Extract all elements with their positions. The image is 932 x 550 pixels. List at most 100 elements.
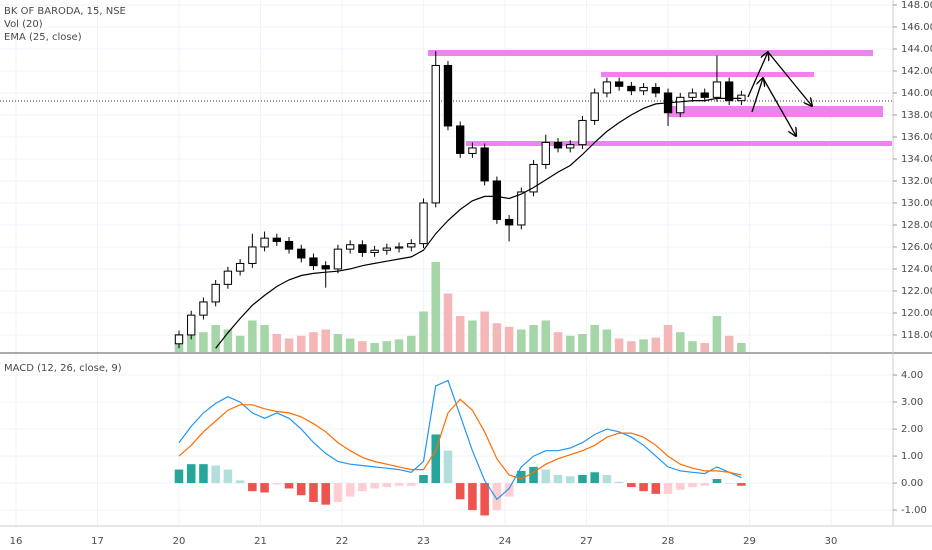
x-tick-label: 22 [336,536,349,547]
volume-bar [602,329,612,352]
volume-bar [455,316,465,352]
histogram-bar [541,469,551,484]
volume-bar [639,339,648,352]
candle-body [333,248,343,270]
volume-bar [614,338,624,352]
volume-bar [260,325,269,352]
candle-body [529,163,538,193]
histogram-bar [480,483,489,516]
histogram-bar [639,483,648,492]
histogram-bar [345,483,355,497]
y-tick-label: 2.00 [901,424,923,435]
x-tick-label: 30 [825,536,838,547]
volume-bar [321,329,330,352]
candle-body [321,265,330,270]
volume-bar [370,343,379,352]
candle-body [725,81,734,102]
candle-body [419,202,428,245]
volume-bar [394,339,404,352]
y-tick-label: 132.00 [901,176,932,187]
histogram-bar [578,474,587,484]
volume-bar [358,341,367,352]
arrow [762,77,796,136]
volume-bar [712,316,722,352]
ema-legend: EMA (25, close) [4,32,82,43]
y-tick-label: 144.00 [901,44,932,55]
volume-bar [504,326,514,352]
volume-bar [737,343,746,352]
y-tick-label: 128.00 [901,220,932,231]
volume-bar [296,335,306,352]
histogram-bar [443,450,453,484]
histogram-bar [296,483,306,496]
volume-bar [284,338,294,352]
histogram-bar [700,483,709,486]
volume-bar [431,262,441,352]
candle-body [553,141,563,149]
y-tick-label: 3.00 [901,397,923,408]
zone [466,141,892,146]
volume-bar [443,293,453,352]
candle-body [431,64,440,204]
histogram-bar [504,483,514,497]
candle-body [480,147,489,182]
candle-body [541,141,550,165]
histogram-bar [309,483,318,502]
y-tick-label: 138.00 [901,110,932,121]
candle-body [517,191,526,226]
candle-body [370,249,379,253]
volume-bar [565,335,575,352]
volume-layer [174,262,746,352]
arrow [767,51,812,106]
y-tick-label: 126.00 [901,242,932,253]
candle-body [358,244,367,253]
y-tick-label: 0.00 [901,478,923,489]
grid [0,0,893,526]
histogram-bar [382,483,392,488]
histogram-bar [627,483,636,488]
volume-bar [333,334,343,352]
volume-bar [529,325,538,352]
histogram-bar [565,476,575,484]
histogram-bar [663,483,673,494]
candle-body [394,246,404,249]
candle-body [199,301,208,316]
histogram-bar [553,474,563,484]
y-tick-label: 124.00 [901,264,932,275]
histogram-bar [517,470,526,484]
candle-body [639,86,648,92]
volume-legend: Vol (20) [4,19,43,30]
y-tick-label: 1.00 [901,451,923,462]
histogram-bar [394,483,404,486]
histogram-bar [186,464,196,484]
volume-bar [186,326,196,352]
x-tick-label: 27 [580,536,593,547]
histogram-bar [199,464,208,484]
histogram-bar [248,483,257,492]
candle-body [297,248,306,259]
arrow [747,52,768,98]
volume-bar [651,337,661,352]
histogram-bar [492,483,502,511]
volume-bar [407,335,416,352]
x-tick-label: 29 [743,536,756,547]
y-tick-label: 120.00 [901,308,932,319]
volume-bar [235,335,245,352]
drawings [428,50,892,146]
volume-bar [663,325,673,352]
x-tick-label: 21 [254,536,267,547]
volume-bar [578,334,587,352]
zone [428,50,873,56]
candle-body [235,262,245,272]
candle-body [260,237,269,248]
ema-line [215,97,742,349]
candle-body [688,92,697,98]
volume-bar [675,332,685,352]
zone [601,72,814,77]
signal-line [178,398,742,480]
y-tick-label: 142.00 [901,66,932,77]
y-tick-label: 146.00 [901,22,932,33]
marks [174,51,746,516]
histogram-bar [272,483,282,485]
candle-body [712,81,722,98]
